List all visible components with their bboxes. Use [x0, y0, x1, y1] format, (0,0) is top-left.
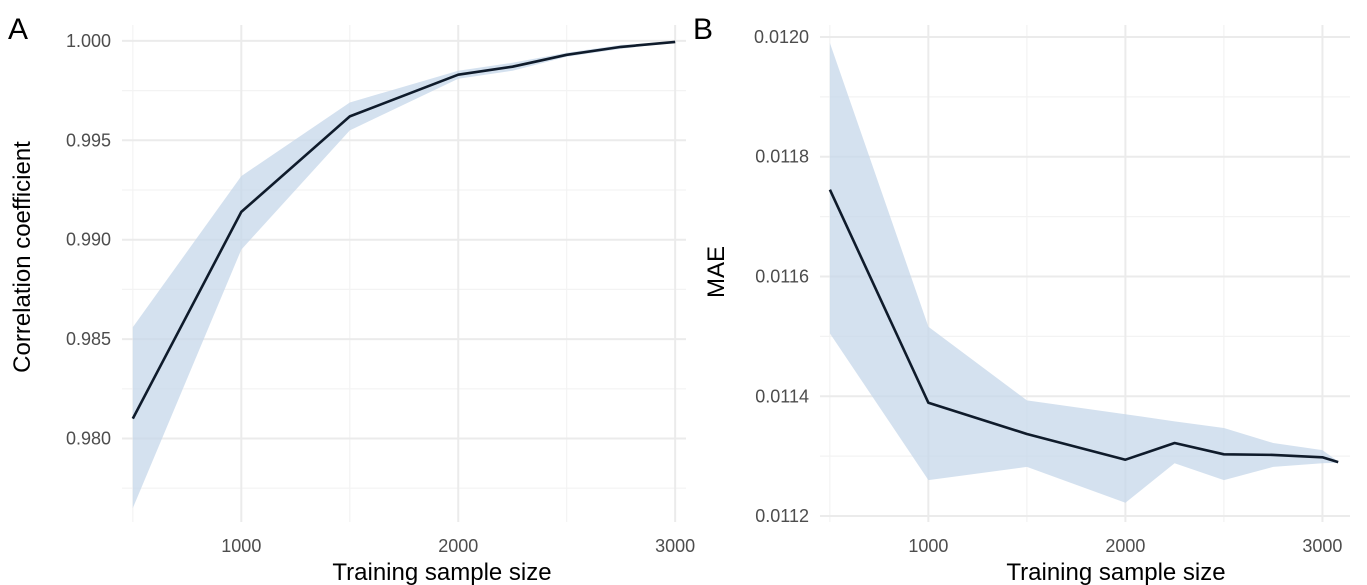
panel-b-y-tick-label: 0.0114 [755, 386, 809, 406]
panel-a-y-tick-label: 1.000 [66, 31, 111, 51]
panel-a-y-axis-title: Correlation coefficient [9, 141, 36, 373]
panel-b: B 1000 2000 3000 0.0112 0.0114 0.0116 0.0118 0.… [693, 13, 1350, 585]
panel-a-x-tick-label: 2000 [438, 536, 478, 556]
panel-a-x-tick-label: 1000 [221, 536, 261, 556]
panel-a-y-tick-label: 0.995 [66, 130, 111, 150]
panel-a-y-tick-label: 0.985 [66, 329, 111, 349]
panel-b-y-tick-label: 0.0120 [754, 27, 809, 47]
panel-a-y-tick-label: 0.980 [66, 429, 111, 449]
panel-b-ticks: 1000 2000 3000 0.0112 0.0114 0.0116 0.0118 0.01… [754, 27, 1343, 556]
panel-letter-a: A [8, 13, 28, 46]
panel-b-x-axis-title: Training sample size [1006, 559, 1225, 585]
panel-a: A 1000 2000 30000.9800.9850.9900.9951.000 … [8, 13, 695, 585]
panel-a-x-axis-title: Training sample size [332, 559, 551, 585]
panel-b-x-tick-label: 3000 [1302, 536, 1342, 556]
panel-a-y-tick-label: 0.990 [66, 230, 111, 250]
panel-a-series-line [131, 40, 676, 420]
panel-letter-b: B [693, 13, 713, 46]
panel-b-series-line [828, 189, 1339, 464]
panel-b-y-tick-label: 0.0112 [755, 506, 809, 526]
panel-a-confidence-band [132, 41, 676, 509]
panel-b-confidence-band [829, 43, 1339, 503]
panel-b-y-tick-label: 0.0118 [755, 147, 809, 167]
panel-b-y-tick-label: 0.0116 [755, 266, 809, 286]
panel-b-y-axis-title: MAE [703, 246, 730, 298]
panel-a-ticks: 1000 2000 3000 0.980 0.985 0.990 0.995 1.000 [66, 31, 695, 556]
panel-b-x-tick-label: 2000 [1105, 536, 1145, 556]
panel-a-x-tick-label: 3000 [655, 536, 695, 556]
panel-b-x-tick-label: 1000 [908, 536, 948, 556]
